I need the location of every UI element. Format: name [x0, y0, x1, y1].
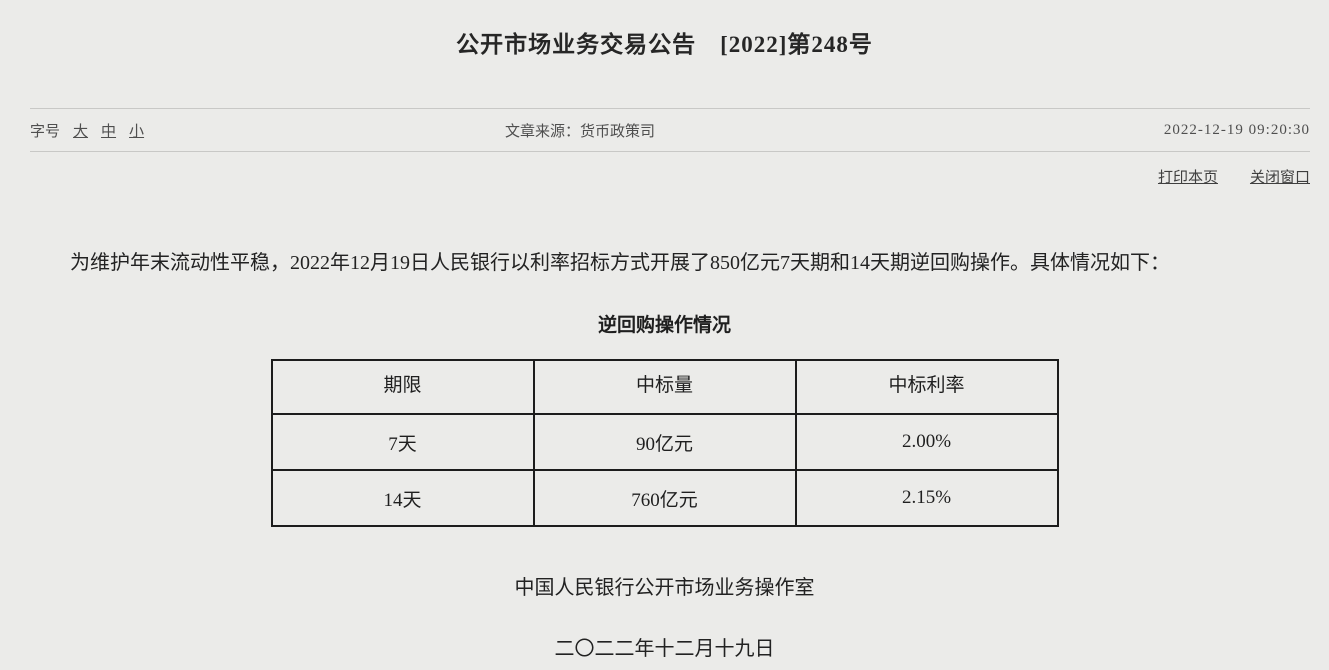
cell-rate: 2.00%: [794, 413, 1059, 471]
font-size-label: 字号: [30, 123, 61, 140]
article-source: 文章来源：货币政策司: [505, 120, 1164, 141]
cell-term: 7天: [270, 413, 535, 471]
font-size-small-link[interactable]: 小: [129, 123, 145, 140]
signature-line: 中国人民银行公开市场业务操作室: [514, 577, 815, 599]
source-label: 文章来源：: [505, 123, 581, 140]
article-paragraph: 为维护年末流动性平稳，2022年12月19日人民银行以利率招标方式开展了850亿…: [70, 252, 1170, 274]
cell-volume: 90亿元: [532, 413, 797, 471]
font-size-medium-link[interactable]: 中: [101, 123, 117, 140]
publish-timestamp: 2022-12-19 09:20:30: [1163, 121, 1310, 138]
cell-volume: 760亿元: [532, 469, 797, 527]
repo-operations-table: 期限 中标量 中标利率 7天 90亿元 2.00% 14天 760亿元 2.15…: [270, 359, 1059, 527]
column-header-rate: 中标利率: [794, 359, 1059, 415]
page-actions: 打印本页 关闭窗口: [30, 152, 1310, 200]
print-page-link[interactable]: 打印本页: [1157, 169, 1218, 186]
column-header-term: 期限: [270, 359, 535, 415]
column-header-volume: 中标量: [532, 359, 797, 415]
table-row: 7天 90亿元 2.00%: [270, 413, 1059, 471]
font-size-controls: 字号 大 中 小: [30, 120, 505, 141]
meta-bar: 字号 大 中 小 文章来源：货币政策司 2022-12-19 09:20:30: [30, 108, 1310, 152]
cell-rate: 2.15%: [794, 469, 1059, 527]
table-row: 14天 760亿元 2.15%: [270, 469, 1059, 527]
cell-term: 14天: [270, 469, 535, 527]
signature-date: 二〇二二年十二月十九日: [554, 638, 775, 660]
table-title: 逆回购操作情况: [597, 315, 731, 336]
table-header-row: 期限 中标量 中标利率: [270, 359, 1059, 415]
source-value: 货币政策司: [580, 123, 656, 140]
page-title: 公开市场业务交易公告 [2022]第248号: [456, 32, 873, 57]
close-window-link[interactable]: 关闭窗口: [1249, 169, 1310, 186]
font-size-large-link[interactable]: 大: [73, 123, 89, 140]
